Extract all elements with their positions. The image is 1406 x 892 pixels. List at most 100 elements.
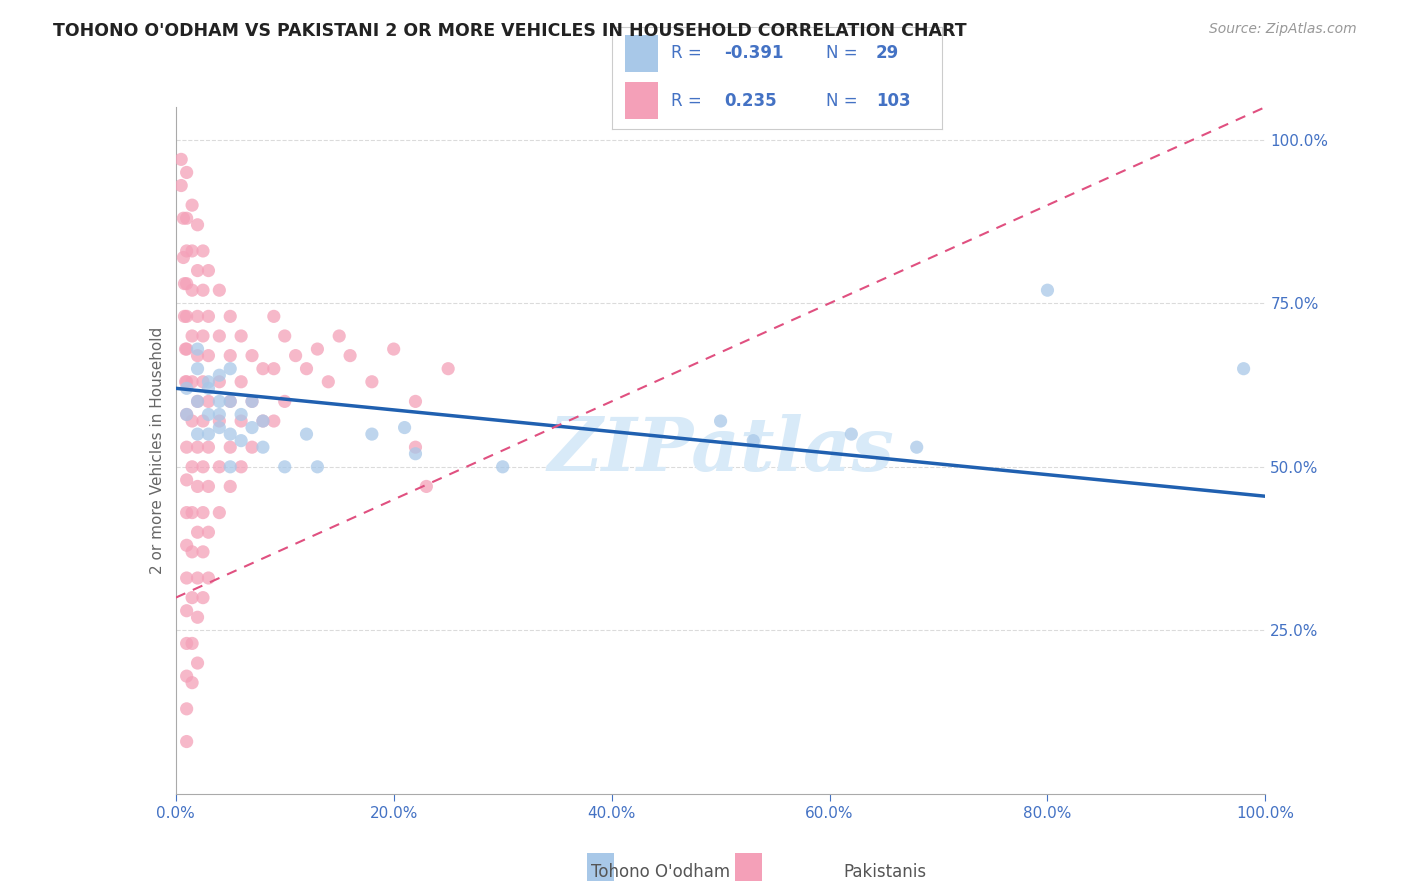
Point [176,165,198,179]
Point [905,440,928,454]
Point [191,414,214,428]
Point [263,361,285,376]
Point [284,349,307,363]
Point [405,394,427,409]
Point [841,427,863,442]
Text: R =: R = [671,92,707,110]
Point [186,656,209,670]
Point [252,414,274,428]
Point [197,263,219,277]
Point [492,459,515,474]
Point [219,479,242,493]
Point [231,434,253,448]
Point [339,349,361,363]
Text: 103: 103 [876,92,911,110]
Point [186,610,209,624]
Point [437,361,460,376]
Point [191,591,214,605]
Bar [735,853,762,881]
Point [208,329,231,343]
Text: 0.235: 0.235 [724,92,776,110]
Bar [586,853,613,881]
Point [173,310,195,324]
Point [219,310,242,324]
Point [191,375,214,389]
Point [181,459,204,474]
Point [181,283,204,297]
Point [219,349,242,363]
Point [263,310,285,324]
Point [186,394,209,409]
Point [176,440,198,454]
Point [172,251,194,265]
Text: TOHONO O'ODHAM VS PAKISTANI 2 OR MORE VEHICLES IN HOUSEHOLD CORRELATION CHART: TOHONO O'ODHAM VS PAKISTANI 2 OR MORE VE… [53,22,967,40]
Point [274,329,297,343]
Point [176,538,198,552]
Point [240,349,263,363]
Point [197,571,219,585]
Point [263,414,285,428]
Point [186,263,209,277]
Point [240,394,263,409]
Point [219,394,242,409]
Point [252,414,274,428]
Point [231,459,253,474]
Point [197,394,219,409]
Point [307,459,329,474]
Point [170,153,193,167]
Point [186,218,209,232]
Point [208,283,231,297]
Point [186,525,209,540]
Point [176,604,198,618]
Point [186,440,209,454]
Point [382,342,405,356]
Point [186,427,209,442]
Point [208,414,231,428]
Point [274,459,297,474]
Point [191,545,214,559]
Text: Source: ZipAtlas.com: Source: ZipAtlas.com [1209,22,1357,37]
Point [252,361,274,376]
Point [240,420,263,434]
Point [186,571,209,585]
Point [394,420,416,434]
Text: R =: R = [671,45,707,62]
Point [274,394,297,409]
Text: Pakistanis: Pakistanis [844,863,927,881]
Point [231,408,253,422]
Bar [624,82,658,119]
Point [219,361,242,376]
Point [181,375,204,389]
Point [186,361,209,376]
Point [197,479,219,493]
Point [176,571,198,585]
Point [181,198,204,212]
Text: 29: 29 [876,45,900,62]
Point [181,591,204,605]
Point [197,408,219,422]
Point [181,244,204,258]
Point [197,427,219,442]
Point [191,244,214,258]
Point [219,427,242,442]
Point [181,329,204,343]
Point [208,420,231,434]
Point [197,310,219,324]
Point [191,459,214,474]
Point [197,381,219,395]
Point [208,506,231,520]
Point [742,434,765,448]
Point [405,440,427,454]
Point [208,394,231,409]
Point [710,414,733,428]
Text: ZIPatlas: ZIPatlas [547,414,894,487]
Text: Tohono O'odham: Tohono O'odham [591,863,730,881]
Point [197,349,219,363]
Point [173,277,195,291]
Point [176,408,198,422]
Point [176,381,198,395]
Point [174,375,197,389]
Point [176,734,198,748]
Text: -0.391: -0.391 [724,45,783,62]
Point [328,329,350,343]
